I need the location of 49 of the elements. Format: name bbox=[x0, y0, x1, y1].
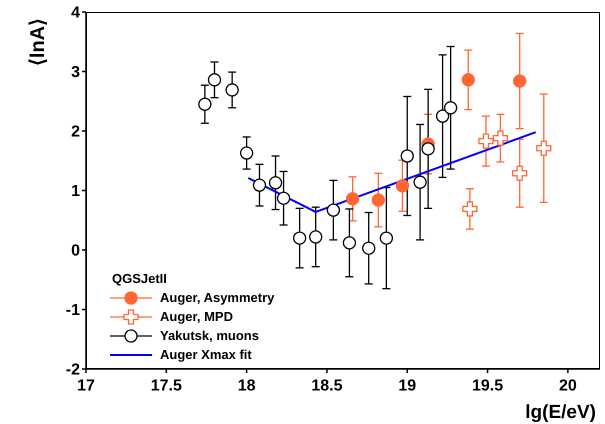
x-tick-label: 18.5 bbox=[311, 377, 343, 394]
x-tick-label: 17 bbox=[77, 377, 95, 394]
x-tick-label: 17.5 bbox=[150, 377, 182, 394]
point bbox=[342, 236, 356, 250]
point bbox=[536, 140, 552, 156]
point bbox=[400, 149, 414, 163]
point bbox=[240, 146, 254, 160]
point bbox=[421, 142, 435, 156]
point bbox=[362, 242, 376, 255]
point bbox=[372, 193, 385, 207]
y-tick-label: 3 bbox=[71, 64, 80, 82]
y-tick-label: 0 bbox=[71, 242, 80, 260]
point bbox=[462, 201, 478, 217]
y-tick-label: 2 bbox=[71, 124, 80, 141]
point bbox=[478, 133, 494, 149]
y-tick-label: 4 bbox=[71, 4, 80, 22]
point bbox=[198, 98, 212, 111]
point bbox=[208, 73, 222, 86]
x-tick-label: 19.5 bbox=[472, 377, 504, 394]
point bbox=[346, 192, 360, 206]
y-tick-label: -1 bbox=[66, 302, 80, 320]
x-axis-title: lg(E/eV) bbox=[525, 402, 596, 423]
legend-label: Auger Xmax fit bbox=[160, 347, 252, 362]
point bbox=[292, 231, 306, 245]
point bbox=[513, 74, 526, 88]
y-tick-label: 1 bbox=[71, 183, 80, 200]
point bbox=[396, 179, 410, 192]
x-tick-label: 18 bbox=[238, 377, 256, 394]
point bbox=[276, 192, 290, 205]
point bbox=[462, 73, 475, 86]
point bbox=[380, 231, 394, 245]
point bbox=[512, 166, 528, 181]
legend-label: Yakutsk, muons bbox=[160, 328, 259, 343]
point bbox=[252, 178, 266, 192]
point bbox=[326, 203, 340, 217]
point bbox=[492, 130, 508, 146]
point bbox=[268, 176, 282, 190]
y-axis-title: ⟨lnA⟩ bbox=[27, 18, 50, 66]
x-tick-label: 20 bbox=[558, 377, 577, 394]
point bbox=[309, 230, 322, 244]
point bbox=[444, 101, 458, 114]
point bbox=[413, 176, 427, 189]
point bbox=[436, 109, 450, 123]
y-tick-label: -2 bbox=[66, 362, 80, 379]
legend-label: Auger, MPD bbox=[160, 309, 233, 324]
legend-title: QGSJetII bbox=[112, 271, 168, 286]
point bbox=[226, 83, 239, 97]
x-tick-label: 19 bbox=[398, 377, 416, 394]
legend-label: Auger, Asymmetry bbox=[160, 290, 274, 305]
